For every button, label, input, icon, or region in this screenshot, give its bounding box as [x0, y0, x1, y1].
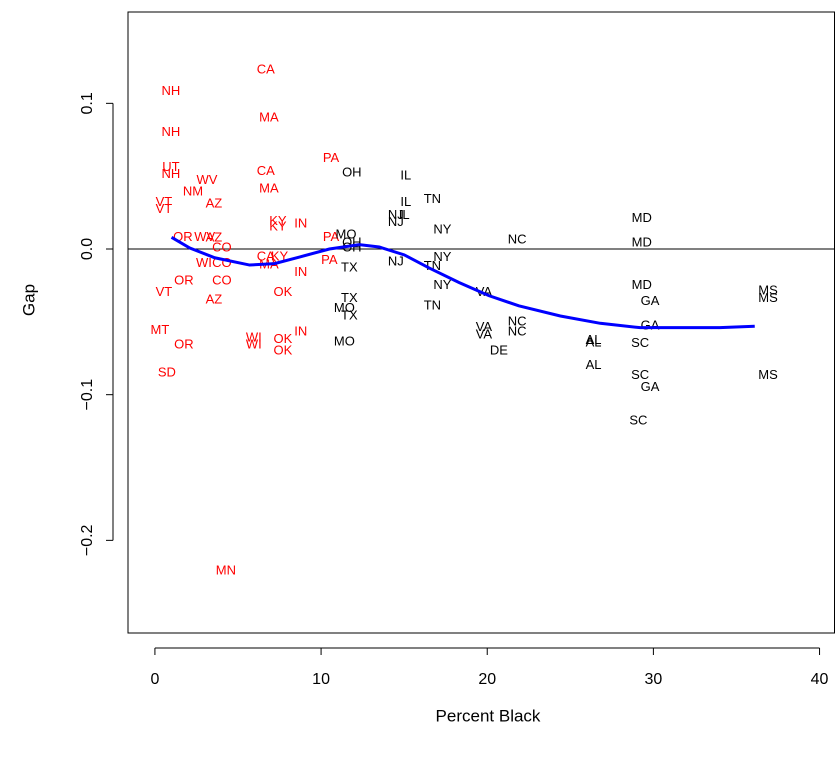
point-label: TN	[424, 191, 441, 206]
point-label: MS	[758, 367, 778, 382]
point-label: TX	[341, 307, 358, 322]
x-tick-label: 0	[150, 671, 159, 688]
point-label: AZ	[206, 195, 223, 210]
point-label: SC	[629, 412, 647, 427]
point-label: KY	[269, 219, 287, 234]
point-label: VA	[476, 319, 493, 334]
point-label: NY	[433, 222, 451, 237]
point-label: TX	[341, 259, 358, 274]
point-label: MS	[758, 290, 778, 305]
point-label: WV	[196, 172, 217, 187]
point-label: UT	[162, 159, 179, 174]
point-label: WV	[194, 229, 215, 244]
smooth-curve	[170, 236, 755, 330]
point-label: IN	[294, 323, 307, 338]
point-label: NH	[161, 166, 180, 181]
point-label: TN	[424, 297, 441, 312]
point-label: IL	[400, 168, 411, 183]
point-label: NC	[508, 232, 527, 247]
point-label: AZ	[206, 230, 223, 245]
point-label: NJ	[388, 214, 404, 229]
point-label: CA	[257, 163, 275, 178]
point-label: IN	[294, 216, 307, 231]
x-tick-label: 10	[312, 671, 330, 688]
point-label: OR	[174, 337, 194, 352]
point-label: MS	[758, 283, 778, 298]
point-label: MD	[632, 210, 652, 225]
point-label: AL	[586, 334, 602, 349]
point-label: OK	[273, 342, 292, 357]
point-label: TN	[424, 258, 441, 273]
point-label: CO	[212, 272, 232, 287]
point-label: CO	[212, 239, 232, 254]
point-label: NJ	[388, 207, 404, 222]
point-label: GA	[641, 293, 660, 308]
y-tick-label: −0.1	[79, 379, 96, 411]
x-tick-label: 40	[811, 671, 829, 688]
point-label: OH	[342, 165, 362, 180]
point-label: SC	[631, 335, 649, 350]
point-label: IN	[294, 264, 307, 279]
point-label: MD	[632, 277, 652, 292]
y-tick-label: −0.2	[79, 524, 96, 556]
point-label: MO	[336, 226, 357, 241]
point-label: MT	[151, 322, 170, 337]
point-label: MA	[259, 109, 279, 124]
y-tick-label: 0.1	[79, 92, 96, 114]
y-axis-title: Gap	[19, 284, 38, 316]
point-label: DE	[490, 342, 508, 357]
point-label: VT	[156, 201, 173, 216]
point-label: VT	[156, 194, 173, 209]
point-label: VA	[476, 326, 493, 341]
point-label: GA	[641, 318, 660, 333]
point-label: GA	[641, 379, 660, 394]
x-tick-label: 30	[644, 671, 662, 688]
point-label: PA	[323, 150, 340, 165]
point-label: SD	[158, 364, 176, 379]
point-label: IL	[399, 207, 410, 222]
point-label: NH	[161, 124, 180, 139]
point-label: AL	[586, 332, 602, 347]
point-label: NH	[161, 83, 180, 98]
point-label: MD	[632, 235, 652, 250]
point-label: AL	[586, 357, 602, 372]
point-label: SC	[631, 367, 649, 382]
point-label: MO	[334, 300, 355, 315]
point-label: WI	[246, 329, 262, 344]
point-label: WI	[196, 255, 212, 270]
point-label: TX	[341, 290, 358, 305]
point-label: CA	[257, 61, 275, 76]
point-label: VT	[156, 284, 173, 299]
y-tick-label: 0.0	[79, 238, 96, 260]
point-label: WI	[246, 337, 262, 352]
point-label: MO	[334, 334, 355, 349]
point-label: NY	[433, 277, 451, 292]
point-label: PA	[323, 229, 340, 244]
point-label: NC	[508, 323, 527, 338]
point-label: OK	[273, 284, 292, 299]
point-label: NJ	[388, 254, 404, 269]
point-label: AZ	[206, 291, 223, 306]
point-label: NY	[433, 249, 451, 264]
point-label: PA	[321, 252, 338, 267]
point-label: MN	[216, 562, 236, 577]
point-label: OK	[273, 331, 292, 346]
point-label: NM	[183, 184, 203, 199]
x-axis-title: Percent Black	[436, 706, 541, 725]
point-label: CA	[257, 248, 275, 263]
point-label: NC	[508, 313, 527, 328]
point-label: KY	[269, 213, 287, 228]
point-label: IL	[400, 194, 411, 209]
point-label: MA	[259, 181, 279, 196]
point-label: OR	[174, 272, 194, 287]
x-tick-label: 20	[478, 671, 496, 688]
